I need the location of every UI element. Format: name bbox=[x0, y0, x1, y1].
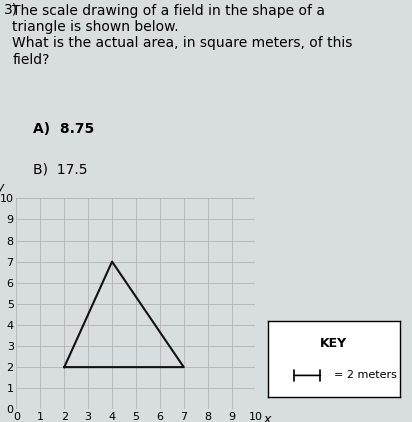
Text: C)  35: C) 35 bbox=[33, 203, 74, 216]
Text: The scale drawing of a field in the shape of a
triangle is shown below.
What is : The scale drawing of a field in the shap… bbox=[12, 4, 353, 67]
Text: y: y bbox=[0, 181, 3, 194]
Text: D)  70: D) 70 bbox=[33, 243, 75, 257]
Text: B)  17.5: B) 17.5 bbox=[33, 162, 87, 176]
Text: = 2 meters: = 2 meters bbox=[334, 371, 397, 380]
Text: x: x bbox=[264, 414, 271, 422]
Text: 3): 3) bbox=[4, 2, 18, 16]
Text: A)  8.75: A) 8.75 bbox=[33, 122, 94, 135]
Text: KEY: KEY bbox=[320, 338, 347, 350]
